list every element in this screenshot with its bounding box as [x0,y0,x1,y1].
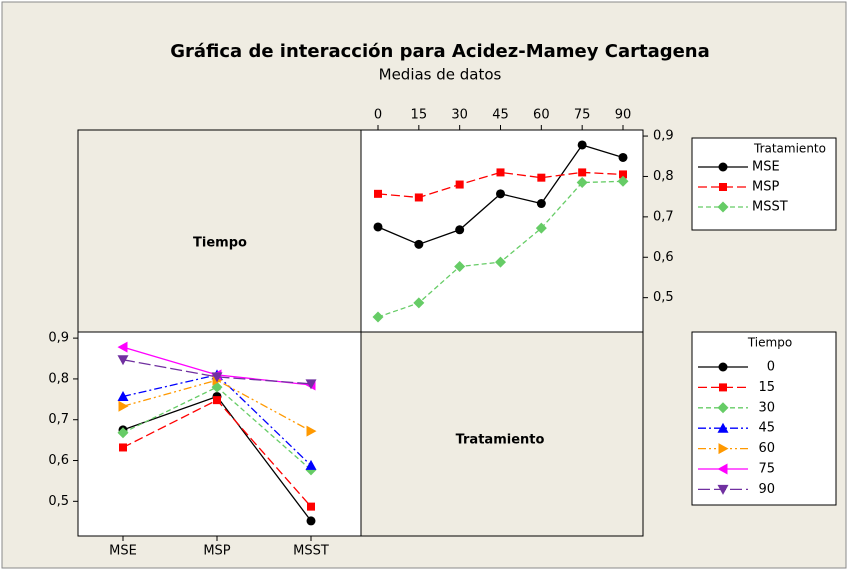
x-tick-label: MSST [293,544,329,559]
marker [414,239,424,249]
legend-box [691,137,837,231]
marker [211,372,223,383]
x-tick-label: 0 [374,108,382,123]
marker [306,516,316,526]
y-tick-label: 0,5 [48,494,69,509]
marker [719,383,727,392]
y-tick-label: 0,7 [48,412,69,427]
x-tick-label: 45 [492,108,509,123]
marker [374,189,382,198]
diagonal-panel [77,129,362,333]
marker [717,422,729,433]
diagonal-panel [360,331,644,537]
marker [119,443,127,452]
legend-title: Tiempo [747,336,792,350]
marker [535,222,547,234]
factor-label: Tiempo [193,236,247,251]
marker [576,177,588,189]
marker [717,201,729,213]
legend-box [691,331,837,506]
marker [537,173,546,182]
marker [413,297,425,309]
legend-label: 15 [758,380,775,395]
factor-label: Tratamiento [456,433,545,448]
marker [305,459,317,470]
legend-label: 90 [758,482,775,497]
legend-label: 0 [767,360,775,375]
marker [213,396,221,405]
marker [117,390,129,401]
y-tick-label: 0,9 [48,331,69,346]
y-tick-label: 0,8 [653,169,674,184]
legend-label: 60 [758,441,775,456]
marker [455,225,465,235]
marker [577,140,587,150]
legend-label: MSP [752,180,779,195]
x-tick-label: 15 [411,108,428,123]
marker [496,189,505,199]
marker [117,341,128,353]
marker [414,193,423,202]
chart-subtitle: Medias de datos [379,66,502,84]
marker [617,175,629,187]
marker [496,168,505,177]
marker [118,400,129,412]
y-tick-label: 0,6 [653,250,674,265]
legend-title: Tratamiento [753,142,826,156]
marker [717,402,729,414]
marker [454,261,466,273]
marker [717,484,729,495]
y-tick-label: 0,8 [48,371,69,386]
legend-label: 45 [758,421,775,436]
marker [495,256,506,268]
y-tick-label: 0,6 [48,453,69,468]
x-tick-label: 60 [533,108,550,123]
marker [372,311,384,323]
marker [306,425,317,437]
legend-label: 30 [758,400,775,415]
marker [717,463,728,475]
x-tick-label: 30 [451,108,468,123]
marker [619,170,627,179]
legend-label: 75 [758,462,775,477]
legend-label: MSST [752,200,788,215]
marker [718,443,729,455]
y-tick-label: 0,7 [653,209,674,224]
marker [536,199,546,209]
marker [373,222,383,232]
marker [455,180,464,189]
x-tick-label: MSP [203,544,230,559]
y-tick-label: 0,9 [653,129,674,144]
x-tick-label: 75 [574,108,591,123]
y-tick-label: 0,5 [653,290,674,305]
marker [117,427,129,439]
marker [718,162,728,172]
legend-label: MSE [752,160,780,175]
marker [578,168,587,177]
chart-title: Gráfica de interacción para Acidez-Mamey… [170,41,710,62]
marker [305,379,317,390]
x-tick-label: MSE [109,544,137,559]
x-tick-label: 90 [615,108,632,123]
marker [307,502,315,511]
marker [719,183,727,191]
series-line [122,379,312,432]
marker [718,362,728,372]
marker [618,152,628,162]
marker [117,355,129,366]
plot-panel [360,129,644,333]
